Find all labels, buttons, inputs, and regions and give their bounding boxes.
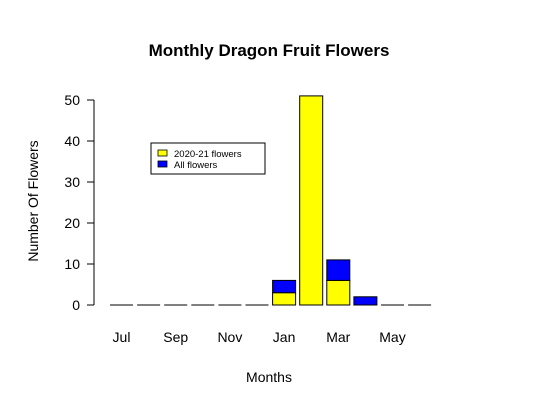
y-tick-label: 50 bbox=[64, 92, 80, 108]
legend: 2020-21 flowers All flowers bbox=[150, 142, 266, 175]
y-tick-label: 10 bbox=[64, 256, 80, 272]
x-tick-label: Jan bbox=[273, 329, 296, 345]
y-axis-ticks: 0 10 20 30 40 50 bbox=[64, 92, 94, 313]
x-tick-label: Sep bbox=[163, 329, 188, 345]
x-tick-label: Jul bbox=[113, 329, 131, 345]
y-tick-label: 20 bbox=[64, 215, 80, 231]
y-axis-label: Number Of Flowers bbox=[25, 140, 41, 261]
y-tick-label: 30 bbox=[64, 174, 80, 190]
bar-jan-2020-21-flowers bbox=[272, 292, 297, 306]
bars bbox=[110, 95, 432, 306]
legend-swatch-all bbox=[157, 160, 168, 168]
chart-title: Monthly Dragon Fruit Flowers bbox=[149, 41, 390, 60]
x-tick-label: Nov bbox=[217, 329, 242, 345]
bar-mar-all-flowers bbox=[326, 259, 351, 281]
legend-swatch-2020-21 bbox=[157, 149, 168, 157]
bar-apr-all-flowers bbox=[353, 296, 378, 306]
legend-label-2020-21: 2020-21 flowers bbox=[174, 149, 242, 160]
y-tick-label: 40 bbox=[64, 133, 80, 149]
x-axis-label: Months bbox=[246, 369, 292, 385]
legend-box bbox=[150, 142, 266, 175]
bar-mar-2020-21-flowers bbox=[326, 279, 351, 306]
x-tick-label: Mar bbox=[326, 329, 350, 345]
x-tick-label: May bbox=[379, 329, 405, 345]
bar-jan-all-flowers bbox=[272, 279, 297, 294]
bar-feb-2020-21-flowers bbox=[299, 95, 324, 306]
legend-label-all: All flowers bbox=[174, 160, 218, 171]
y-tick-label: 0 bbox=[72, 297, 80, 313]
x-axis-tick-labels: Jul Sep Nov Jan Mar May bbox=[113, 329, 406, 345]
